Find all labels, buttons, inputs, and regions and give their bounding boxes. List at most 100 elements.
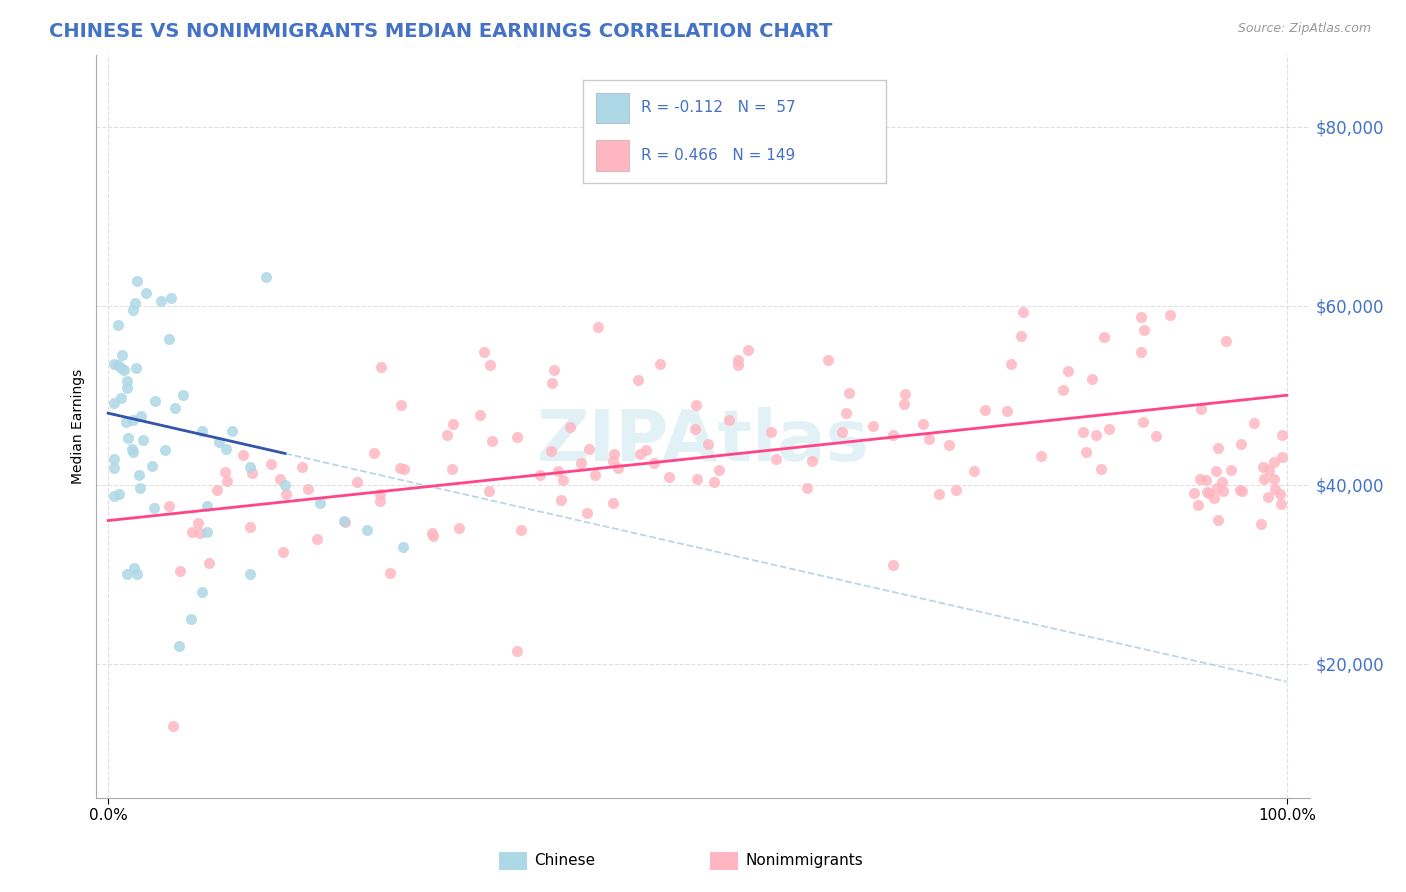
Point (191, 585, 214, 599)
Point (882, 558, 904, 572)
Point (1205, 464, 1227, 478)
Point (1206, 481, 1229, 495)
Point (107, 318, 129, 333)
Point (1132, 415, 1154, 429)
Point (188, 526, 211, 541)
Point (363, 446, 385, 460)
Point (150, 293, 173, 308)
Point (945, 483, 967, 498)
Point (1251, 460, 1274, 475)
Point (215, 442, 238, 456)
Point (108, 487, 131, 501)
Text: R = 0.466   N = 149: R = 0.466 N = 149 (641, 148, 796, 162)
Point (422, 529, 444, 543)
Point (529, 468, 551, 483)
Point (1129, 310, 1152, 324)
Point (1212, 484, 1234, 499)
Point (103, 452, 125, 467)
Point (1206, 441, 1229, 455)
Point (1195, 473, 1218, 487)
Point (112, 363, 135, 377)
Point (221, 425, 243, 439)
Point (1198, 486, 1220, 500)
Point (644, 456, 666, 470)
Text: ZIPAtlas: ZIPAtlas (537, 407, 870, 476)
Point (938, 438, 960, 452)
Point (1268, 487, 1291, 501)
Point (547, 464, 569, 478)
Point (180, 612, 202, 626)
Point (239, 567, 262, 582)
Point (346, 475, 368, 489)
Point (217, 474, 239, 488)
Point (240, 467, 263, 481)
Text: Chinese: Chinese (534, 854, 595, 868)
Point (122, 561, 145, 575)
Point (389, 398, 412, 412)
Point (765, 452, 787, 467)
Point (575, 506, 598, 520)
Point (506, 644, 529, 658)
Point (128, 467, 150, 482)
Point (157, 499, 180, 513)
Point (894, 387, 917, 401)
Point (737, 343, 759, 358)
Point (205, 483, 228, 498)
Point (1202, 491, 1225, 505)
Point (540, 444, 562, 458)
Point (1257, 463, 1279, 477)
Point (254, 269, 277, 284)
Point (862, 419, 884, 434)
Point (309, 496, 332, 510)
Point (191, 424, 214, 438)
Point (882, 427, 904, 442)
Point (607, 461, 630, 475)
Point (1144, 428, 1167, 442)
Point (333, 515, 356, 529)
Point (727, 352, 749, 367)
Point (132, 433, 155, 447)
Point (1211, 475, 1233, 489)
Point (441, 417, 464, 431)
Point (110, 391, 132, 405)
Point (1012, 305, 1035, 319)
Point (569, 456, 592, 470)
Point (1271, 450, 1294, 465)
Point (481, 434, 503, 449)
Point (389, 461, 412, 475)
Point (162, 719, 184, 733)
Point (1206, 513, 1229, 527)
Bar (596, 140, 628, 170)
Point (817, 353, 839, 368)
Point (1159, 308, 1181, 322)
Point (1229, 437, 1251, 451)
Point (1197, 485, 1219, 500)
Point (1029, 449, 1052, 463)
Point (420, 525, 443, 540)
Point (103, 461, 125, 475)
Point (195, 525, 218, 540)
Point (207, 434, 229, 449)
Point (1056, 364, 1078, 378)
Point (543, 363, 565, 377)
Point (111, 348, 134, 362)
Text: Source: ZipAtlas.com: Source: ZipAtlas.com (1237, 22, 1371, 36)
Point (1257, 490, 1279, 504)
Point (1189, 472, 1212, 486)
Point (115, 415, 138, 429)
Point (472, 345, 495, 359)
Point (1253, 472, 1275, 486)
Point (510, 523, 533, 537)
Point (686, 472, 709, 486)
Point (141, 458, 163, 473)
Point (1263, 472, 1285, 486)
Point (195, 499, 218, 513)
Point (142, 500, 165, 515)
Point (1189, 402, 1212, 417)
Text: R = -0.112   N =  57: R = -0.112 N = 57 (641, 101, 796, 115)
Point (1085, 427, 1108, 442)
Point (1270, 497, 1292, 511)
Point (143, 394, 166, 409)
Point (291, 460, 314, 475)
Point (963, 464, 986, 478)
